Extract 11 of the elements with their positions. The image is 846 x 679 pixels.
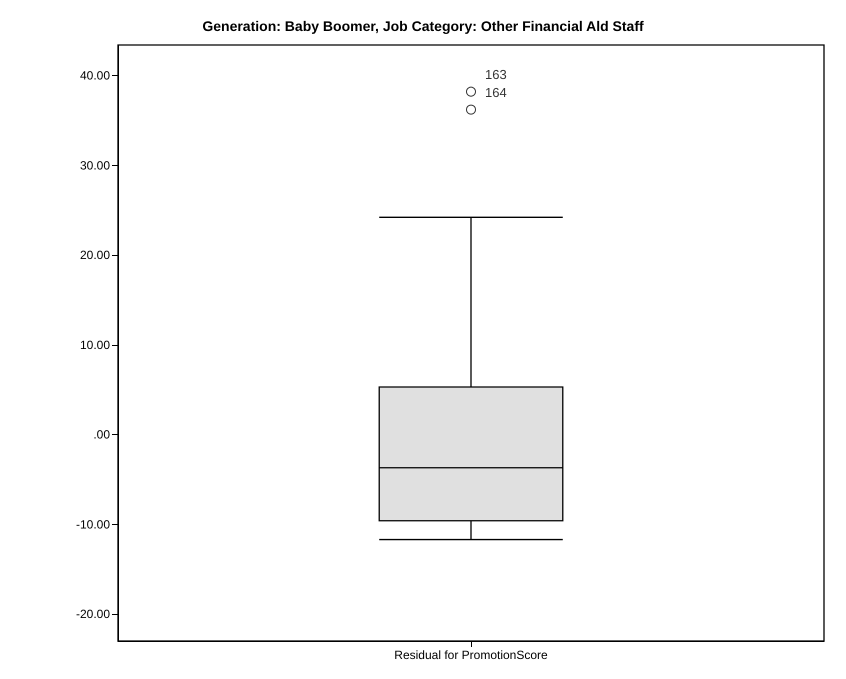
chart-title: Generation: Baby Boomer, Job Category: Other Financial Ald Staff	[202, 18, 644, 34]
y-tick-label: -10.00	[76, 517, 110, 532]
annotation: 163	[485, 67, 507, 82]
y-tick-label: .00	[93, 428, 110, 442]
y-tick-label: 10.00	[80, 338, 110, 352]
annotation: 164	[485, 85, 507, 100]
y-tick-label: -20.00	[76, 607, 110, 622]
y-tick-label: 30.00	[80, 158, 110, 172]
x-tick-label: Residual for PromotionScore	[394, 648, 548, 662]
y-tick-label: 40.00	[80, 68, 110, 83]
y-tick-label: 20.00	[80, 248, 110, 262]
